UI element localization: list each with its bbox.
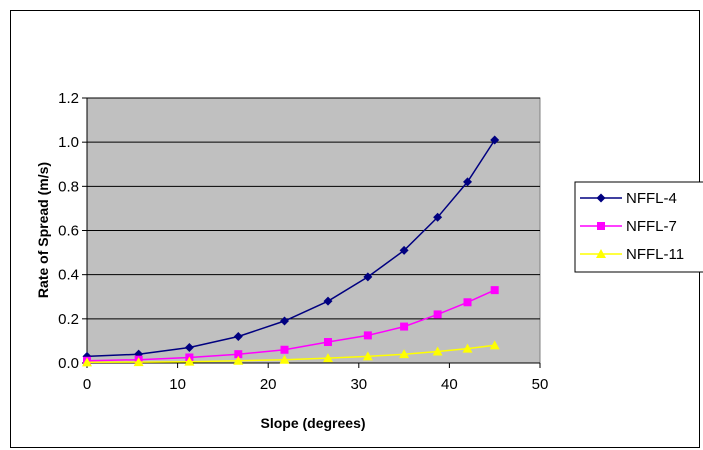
x-axis-ticks: 0 10 20 30 40 50 bbox=[83, 363, 549, 393]
data-point bbox=[133, 357, 144, 367]
data-point bbox=[433, 310, 442, 319]
x-tick-label: 50 bbox=[532, 376, 549, 393]
x-tick-label: 10 bbox=[169, 376, 186, 393]
x-tick-label: 20 bbox=[260, 376, 277, 393]
data-point bbox=[184, 343, 194, 353]
data-point bbox=[82, 357, 92, 367]
y-tick-label: 1.0 bbox=[58, 134, 79, 151]
data-point bbox=[280, 316, 290, 326]
data-point bbox=[322, 353, 333, 363]
data-point bbox=[234, 350, 243, 359]
x-tick-label: 30 bbox=[350, 376, 367, 393]
data-point bbox=[399, 245, 409, 255]
data-point bbox=[362, 351, 373, 361]
legend-marker bbox=[596, 193, 606, 203]
data-point bbox=[233, 332, 243, 341]
series-layer bbox=[82, 135, 500, 367]
x-tick-label: 40 bbox=[441, 376, 458, 393]
y-axis-title: Rate of Spread (m/s) bbox=[35, 162, 51, 298]
y-tick-label: 0.8 bbox=[58, 178, 79, 195]
series-nffl-11 bbox=[82, 340, 500, 367]
data-point bbox=[489, 340, 500, 350]
data-point bbox=[323, 296, 333, 306]
legend-marker bbox=[596, 249, 606, 258]
y-axis-ticks: 0.0 0.2 0.4 0.6 0.8 1.0 1.2 bbox=[58, 90, 87, 372]
data-point bbox=[433, 212, 443, 222]
legend-label: NFFL-11 bbox=[626, 246, 684, 263]
data-point bbox=[463, 298, 472, 307]
y-tick-label: 1.2 bbox=[58, 90, 79, 107]
y-tick-label: 0.2 bbox=[58, 311, 79, 328]
legend-label: NFFL-4 bbox=[626, 190, 677, 207]
x-tick-label: 0 bbox=[83, 376, 91, 393]
data-point bbox=[280, 345, 289, 354]
data-point bbox=[363, 331, 372, 340]
data-point bbox=[184, 356, 195, 366]
data-point bbox=[323, 338, 332, 347]
legend-items: NFFL-4 NFFL-7 NFFL-11 bbox=[580, 190, 684, 263]
data-point bbox=[463, 177, 473, 187]
data-point bbox=[363, 272, 373, 282]
y-tick-label: 0.0 bbox=[58, 355, 79, 372]
data-point bbox=[462, 343, 473, 353]
legend-box bbox=[574, 181, 703, 273]
data-point bbox=[432, 346, 443, 356]
data-point bbox=[399, 349, 410, 359]
legend-label: NFFL-7 bbox=[626, 218, 677, 235]
data-point bbox=[233, 355, 244, 365]
y-tick-label: 0.6 bbox=[58, 223, 79, 240]
data-point bbox=[279, 354, 290, 364]
legend-item: NFFL-11 bbox=[580, 246, 684, 263]
x-axis-title: Slope (degrees) bbox=[260, 415, 365, 431]
legend-marker bbox=[597, 222, 605, 230]
data-point bbox=[400, 322, 409, 331]
data-point bbox=[490, 286, 499, 295]
data-point bbox=[490, 135, 500, 145]
legend-item: NFFL-4 bbox=[580, 190, 677, 207]
legend-item: NFFL-7 bbox=[580, 218, 677, 235]
legend: NFFL-4 NFFL-7 NFFL-11 bbox=[574, 181, 703, 273]
y-tick-label: 0.4 bbox=[58, 267, 79, 284]
